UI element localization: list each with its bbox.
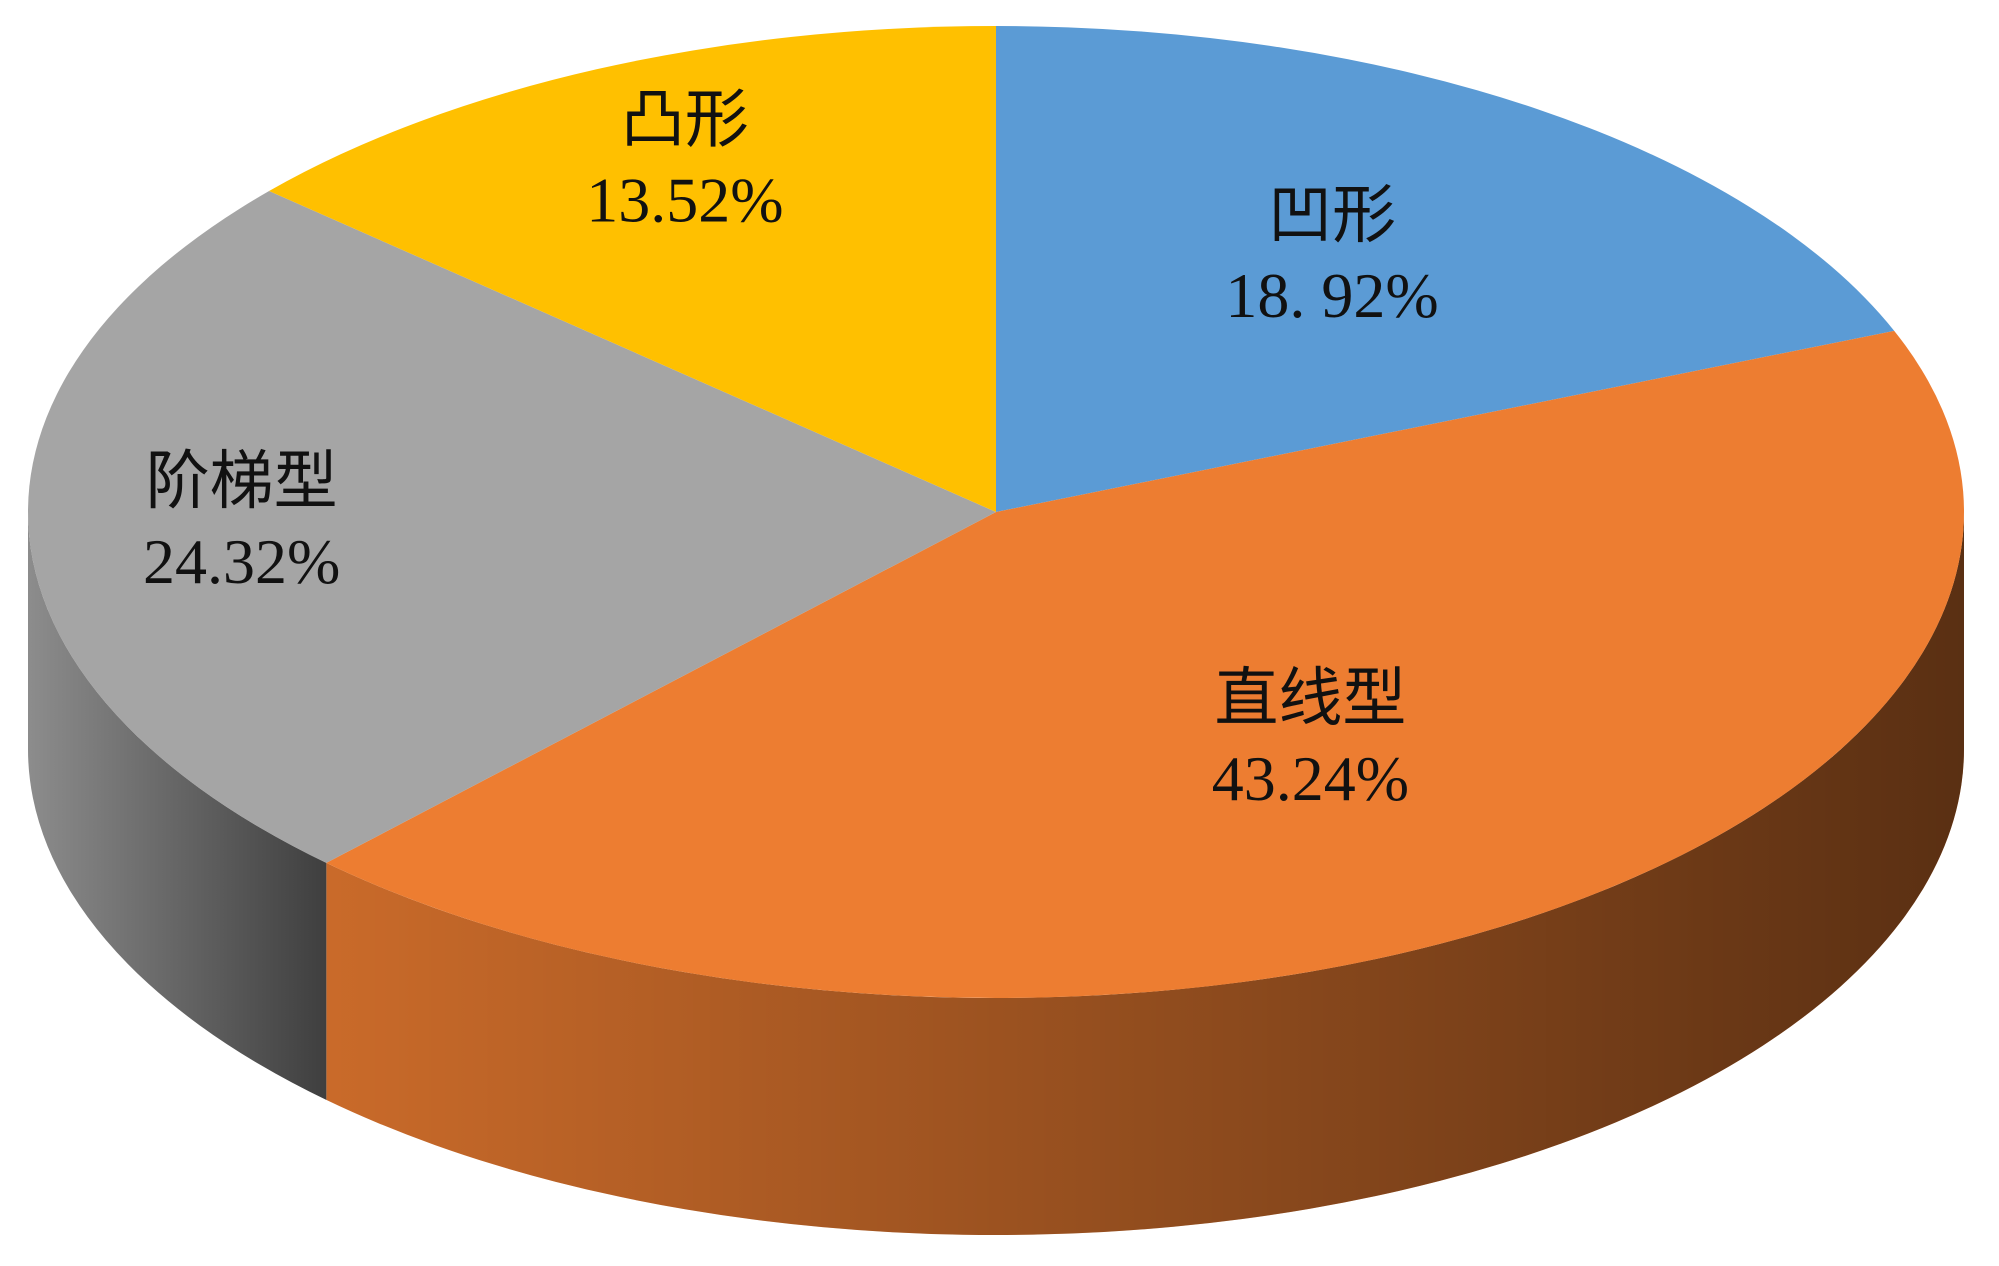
slice-value-label: 43.24% [1212,743,1409,814]
slice-category-label: 凹形 [1268,180,1396,251]
slice [996,25,1895,512]
slice-category-label: 直线型 [1214,663,1406,734]
slice-value-label: 13.52% [586,164,783,235]
slice-category-label: 凸形 [621,84,749,155]
slice [326,330,1965,999]
slice-value-label: 18. 92% [1225,260,1438,331]
slice [27,191,996,863]
side-shade [28,512,327,1100]
slice-category-label: 阶梯型 [146,446,338,517]
slice-value-label: 24.32% [143,526,340,597]
slice [269,26,997,512]
side-shade [326,512,1964,1236]
